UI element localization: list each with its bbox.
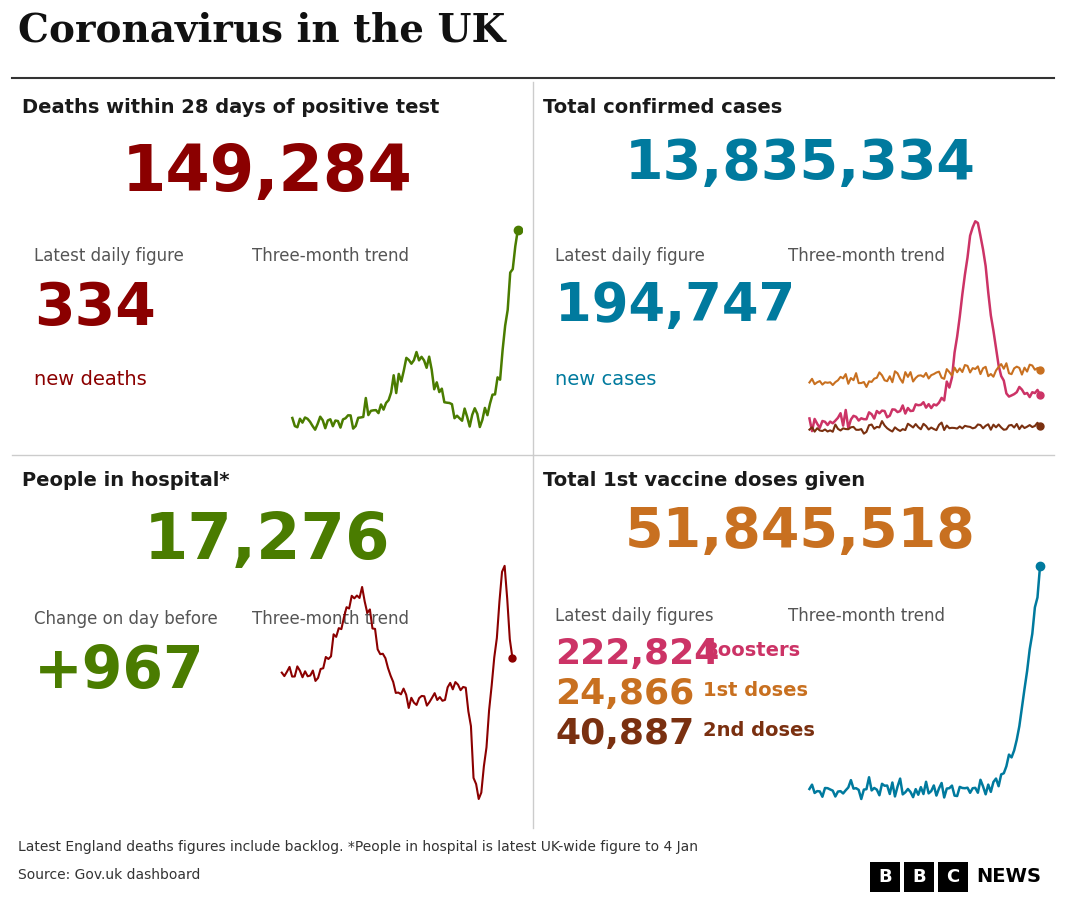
- Text: Total 1st vaccine doses given: Total 1st vaccine doses given: [543, 471, 866, 490]
- Text: new deaths: new deaths: [34, 370, 147, 389]
- Text: Latest daily figure: Latest daily figure: [555, 247, 705, 265]
- Text: 13,835,334: 13,835,334: [625, 137, 975, 191]
- Text: C: C: [947, 868, 959, 886]
- Text: 334: 334: [34, 280, 156, 337]
- Text: 24,866: 24,866: [555, 677, 694, 711]
- FancyBboxPatch shape: [870, 862, 900, 892]
- Text: Boosters: Boosters: [702, 641, 801, 660]
- Text: Latest daily figures: Latest daily figures: [555, 607, 713, 625]
- Text: 40,887: 40,887: [555, 717, 694, 751]
- Text: People in hospital*: People in hospital*: [22, 471, 229, 490]
- Text: Latest England deaths figures include backlog. *People in hospital is latest UK-: Latest England deaths figures include ba…: [18, 840, 698, 854]
- Text: Three-month trend: Three-month trend: [252, 610, 409, 628]
- Text: Total confirmed cases: Total confirmed cases: [543, 98, 782, 117]
- Text: 1st doses: 1st doses: [702, 681, 808, 700]
- Text: 149,284: 149,284: [122, 142, 413, 204]
- Text: Three-month trend: Three-month trend: [252, 247, 409, 265]
- Text: +967: +967: [34, 643, 205, 700]
- Text: Three-month trend: Three-month trend: [788, 607, 944, 625]
- Text: new cases: new cases: [555, 370, 657, 389]
- Text: NEWS: NEWS: [976, 867, 1041, 887]
- Text: Three-month trend: Three-month trend: [788, 247, 944, 265]
- Text: Deaths within 28 days of positive test: Deaths within 28 days of positive test: [22, 98, 439, 117]
- Text: B: B: [878, 868, 892, 886]
- Text: Latest daily figure: Latest daily figure: [34, 247, 183, 265]
- Text: 2nd doses: 2nd doses: [702, 721, 814, 740]
- Text: 51,845,518: 51,845,518: [625, 505, 975, 559]
- Text: 222,824: 222,824: [555, 637, 720, 671]
- Text: 194,747: 194,747: [555, 280, 795, 332]
- Text: Coronavirus in the UK: Coronavirus in the UK: [18, 12, 505, 50]
- FancyBboxPatch shape: [904, 862, 934, 892]
- Text: Change on day before: Change on day before: [34, 610, 217, 628]
- Text: B: B: [912, 868, 925, 886]
- Text: Source: Gov.uk dashboard: Source: Gov.uk dashboard: [18, 868, 200, 882]
- FancyBboxPatch shape: [938, 862, 968, 892]
- Text: 17,276: 17,276: [144, 510, 390, 572]
